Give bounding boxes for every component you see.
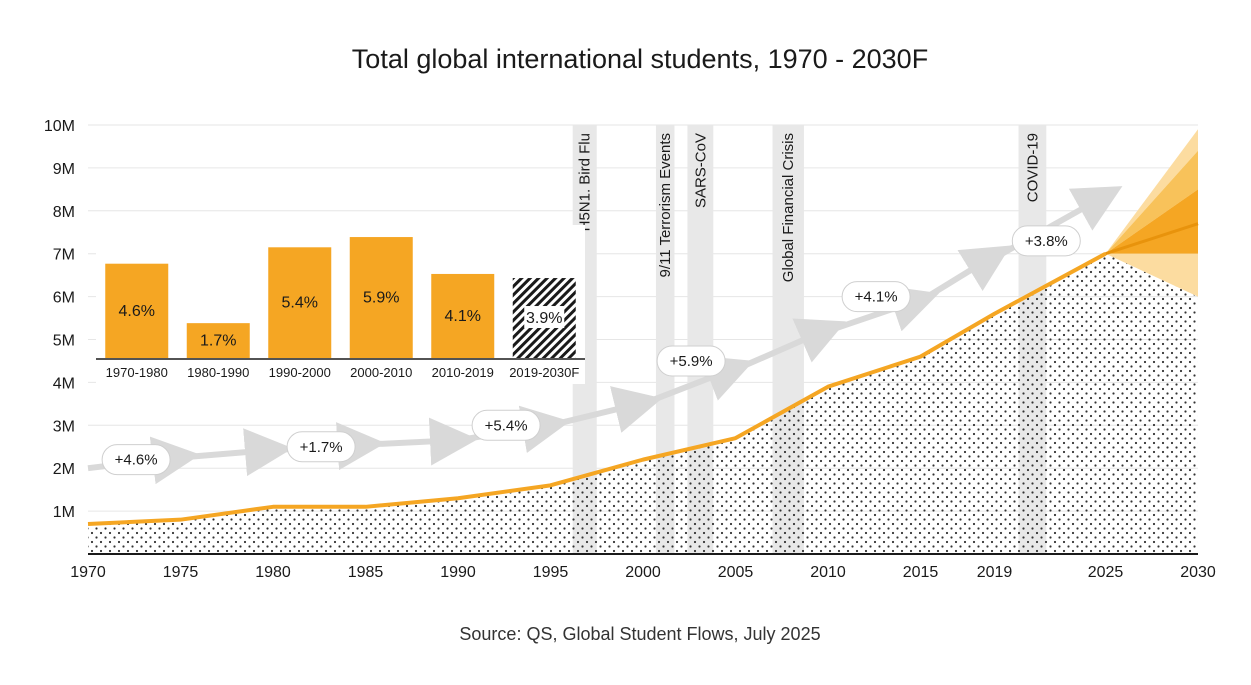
growth-label-pill bbox=[471, 409, 541, 441]
inset-bar-chart: 4.6% 1970-1980 1.7% 1980-1990 5.4% 1990-2000 5… bbox=[96, 225, 585, 384]
event-label: 9/11 Terrorism Events bbox=[657, 133, 674, 278]
inset-bar-value: 4.6% bbox=[119, 303, 155, 320]
growth-label: +4.6% bbox=[115, 452, 158, 469]
forecast-band bbox=[1105, 150, 1198, 254]
series-line bbox=[87, 251, 1107, 526]
y-tick-label: 6M bbox=[53, 290, 75, 307]
x-tick-label: 2030 bbox=[1180, 564, 1216, 581]
x-tick-label: 1970 bbox=[70, 564, 106, 581]
y-tick-label: 8M bbox=[53, 204, 75, 221]
inset-bar bbox=[431, 273, 495, 358]
inset-category-label: 2010-2019 bbox=[432, 365, 494, 380]
growth-arrow-segment bbox=[180, 428, 293, 477]
event-label: Global Financial Crisis bbox=[780, 133, 797, 282]
x-tick-label: 2010 bbox=[810, 564, 846, 581]
growth-arrow-segment bbox=[918, 245, 1011, 304]
inset-background bbox=[96, 225, 585, 384]
growth-arrow-segment bbox=[365, 417, 478, 466]
event-label: SARS-CoV bbox=[692, 133, 709, 208]
x-tick-label: 2015 bbox=[903, 564, 939, 581]
inset-bar-value: 4.1% bbox=[445, 308, 481, 325]
growth-label-pill bbox=[286, 431, 356, 463]
x-tick-label: 2000 bbox=[625, 564, 661, 581]
x-tick-label: 1995 bbox=[533, 564, 569, 581]
growth-arrow: +4.6% +1.7% +5.4% +5.9% +4.1% +3.8% bbox=[87, 186, 1123, 485]
forecast-band bbox=[1105, 129, 1198, 254]
growth-label: +1.7% bbox=[300, 439, 343, 456]
y-tick-label: 5M bbox=[53, 333, 75, 350]
x-tick-label: 1975 bbox=[163, 564, 199, 581]
x-tick-label: 2019 bbox=[977, 564, 1013, 581]
y-tick-label: 9M bbox=[53, 161, 75, 178]
growth-label-pill bbox=[841, 281, 911, 313]
growth-label-pill bbox=[1011, 225, 1081, 257]
growth-label-pill bbox=[656, 345, 726, 377]
growth-arrow-segment bbox=[641, 355, 754, 407]
x-tick-label: 2005 bbox=[718, 564, 754, 581]
inset-bar-value: 1.7% bbox=[200, 333, 236, 350]
growth-arrow-segment bbox=[734, 318, 846, 373]
inset-bar bbox=[349, 237, 413, 358]
event-label: COVID-19 bbox=[1024, 133, 1041, 202]
growth-label: +4.1% bbox=[855, 289, 898, 306]
event-band bbox=[655, 125, 675, 554]
x-tick-label: 1990 bbox=[440, 564, 476, 581]
y-tick-label: 10M bbox=[44, 118, 75, 135]
inset-category-label: 1990-2000 bbox=[269, 365, 331, 380]
forecast-band bbox=[1105, 253, 1198, 297]
y-tick-label: 7M bbox=[53, 247, 75, 264]
axes: 1M 2M 3M 4M 5M 6M 7M 8M 9M 10M 1970 1975 1980 1985 199… bbox=[44, 118, 1216, 581]
inset-category-label: 2019-2030F bbox=[509, 365, 579, 380]
inset-value-bg bbox=[524, 306, 565, 329]
y-tick-label: 2M bbox=[53, 461, 75, 478]
inset-category-label: 2000-2010 bbox=[350, 365, 412, 380]
area-series bbox=[87, 251, 1198, 554]
inset-bar bbox=[186, 323, 250, 358]
forecast-band bbox=[1105, 189, 1198, 254]
forecast-fan bbox=[1105, 129, 1199, 297]
inset-category-label: 1980-1990 bbox=[187, 365, 249, 380]
forecast-central-line bbox=[1105, 222, 1199, 256]
source-note: Source: QS, Global Student Flows, July 2… bbox=[459, 624, 820, 644]
inset-category-label: 1970-1980 bbox=[106, 365, 168, 380]
chart-title: Total global international students, 197… bbox=[352, 44, 928, 74]
growth-label: +5.4% bbox=[485, 417, 528, 434]
inset-bar-value: 5.4% bbox=[282, 295, 318, 312]
y-tick-label: 1M bbox=[53, 504, 75, 521]
inset-bar-value: 5.9% bbox=[363, 290, 399, 307]
y-tick-label: 3M bbox=[53, 418, 75, 435]
inset-bar bbox=[268, 247, 332, 358]
growth-label: +3.8% bbox=[1025, 233, 1068, 250]
growth-arrow-segment bbox=[549, 386, 663, 433]
inset-bar bbox=[105, 263, 169, 358]
x-tick-label: 2025 bbox=[1088, 564, 1124, 581]
y-tick-label: 4M bbox=[53, 375, 75, 392]
inset-bar-value: 3.9% bbox=[526, 310, 562, 327]
event-label: H5N1. Bird Flu bbox=[577, 133, 594, 231]
dotted-area bbox=[88, 253, 1198, 554]
x-tick-label: 1985 bbox=[348, 564, 384, 581]
growth-label: +5.9% bbox=[670, 353, 713, 370]
x-tick-label: 1980 bbox=[255, 564, 291, 581]
growth-label-pill bbox=[101, 444, 171, 476]
